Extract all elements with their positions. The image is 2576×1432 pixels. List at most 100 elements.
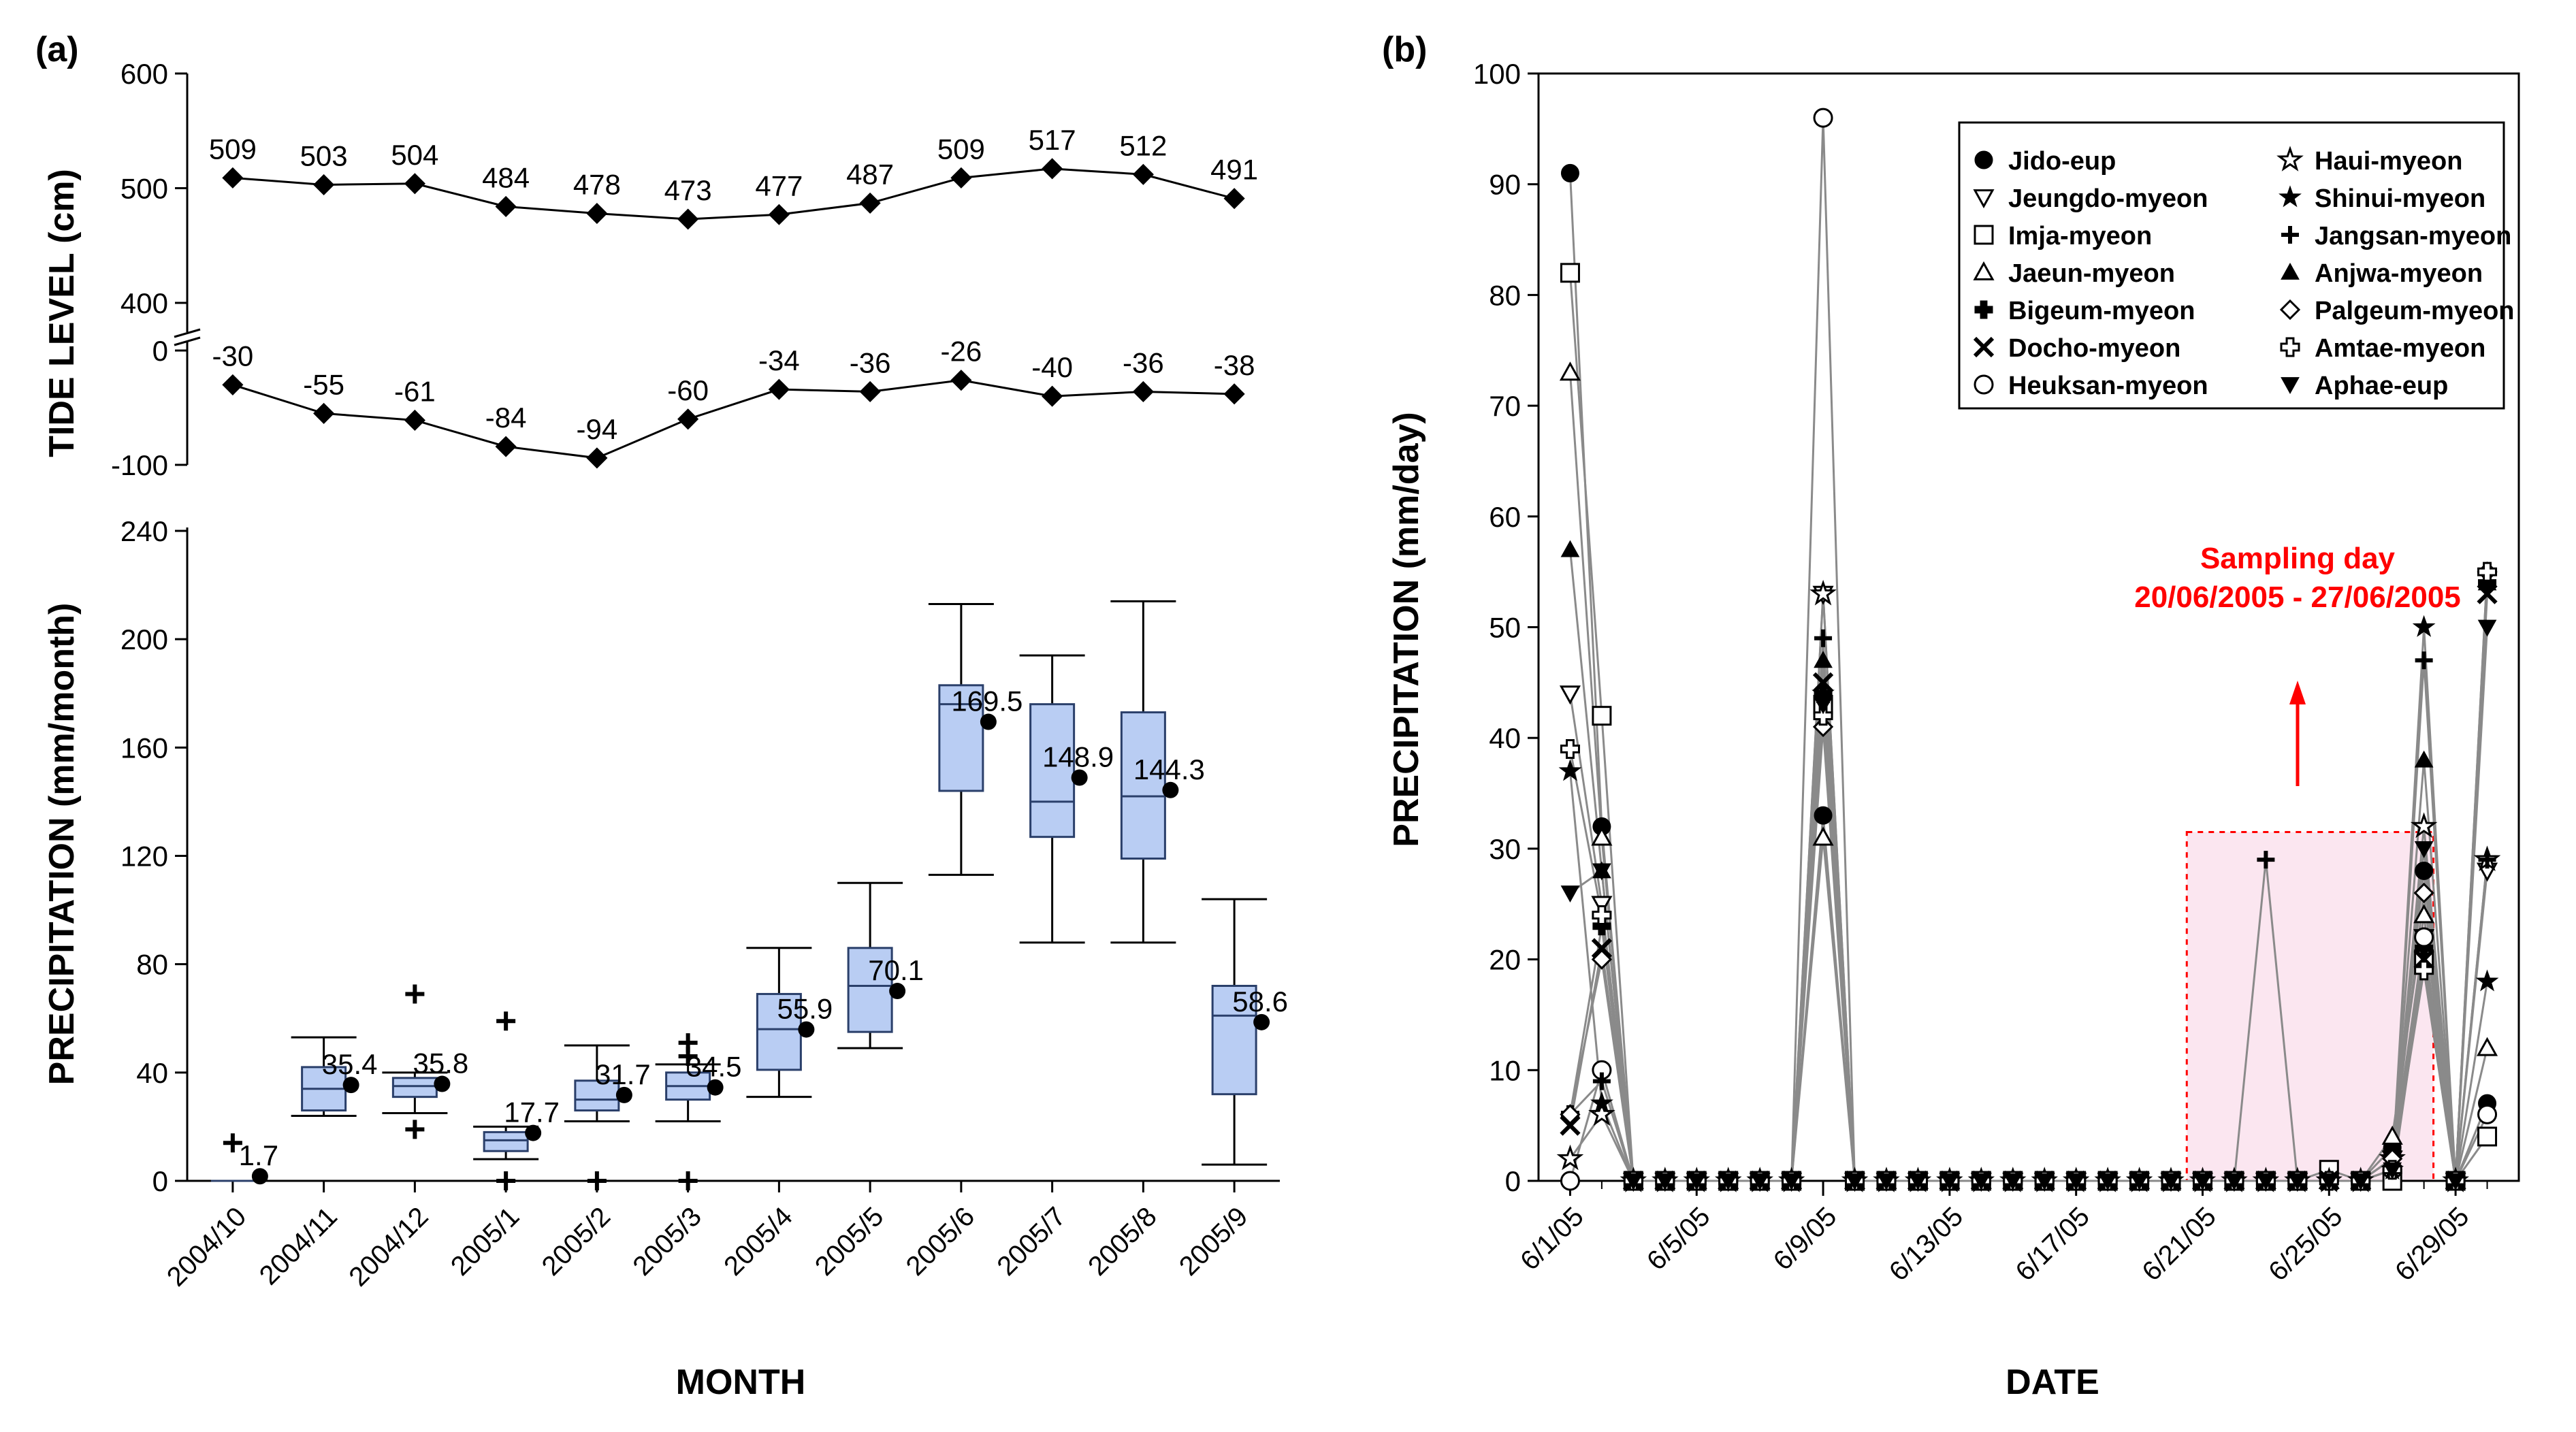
legend-marker [1974, 150, 1993, 169]
precip-tick-label: 120 [120, 841, 168, 873]
tide-tick-label: 0 [152, 335, 168, 367]
box-mean-point [798, 1021, 815, 1038]
series-jido-eup-point [1560, 163, 1579, 182]
box-mean-label: 58.6 [1232, 986, 1288, 1018]
legend-label: Imja-myeon [2008, 222, 2152, 250]
series-jaeun-myeon-point [2381, 1125, 2403, 1145]
series-jaeun-myeon-point [2413, 904, 2435, 924]
series-heuksan-myeon-point [2477, 1104, 2498, 1124]
tide-low-point [222, 374, 244, 395]
sampling-arrow-head [2289, 681, 2306, 704]
series-haui-myeon-point [1809, 579, 1837, 606]
series-haui-myeon-point [1588, 1100, 1615, 1126]
tide-high-value-label: 512 [1119, 129, 1167, 161]
series-jangsan-myeon-point [1592, 1072, 1611, 1090]
series-aphae-eup-point [1814, 697, 1833, 715]
box-mean-point [615, 1086, 632, 1103]
precip-tick-label: 160 [120, 732, 168, 764]
box-mean-point [1253, 1013, 1270, 1030]
tide-high-value-label: 478 [573, 169, 621, 201]
series-haui-myeon-point [1556, 1144, 1584, 1171]
precip-y-axis-label: PRECIPITATION (mm/month) [42, 603, 82, 1086]
box-mean-label: 169.5 [951, 685, 1023, 717]
box-mean-label: 70.1 [868, 954, 924, 986]
series-jangsan-myeon-point [2478, 851, 2496, 869]
tide-low-value-label: -84 [485, 402, 527, 434]
legend-label: Jido-eup [2008, 147, 2116, 176]
tide-low-point [313, 402, 335, 424]
series-aphae-eup-point [2477, 619, 2497, 637]
series-anjwa-myeon-point [1814, 651, 1833, 668]
tide-low-value-label: -40 [1031, 351, 1073, 383]
series-docho-myeon-point [2413, 949, 2434, 970]
box-mean-point [707, 1079, 724, 1096]
series-jangsan-myeon-point [2257, 851, 2275, 869]
series-jangsan-myeon-point [1814, 629, 1833, 647]
tide-high-value-label: 504 [391, 139, 438, 171]
series-jaeun-myeon-point [2476, 1037, 2498, 1056]
tide-high-point [1223, 188, 1245, 210]
precip-tick-label: 200 [120, 623, 168, 655]
precip-tick-label: 40 [136, 1057, 168, 1089]
box-mean-label: 35.8 [413, 1047, 469, 1079]
series-jaeun-myeon-point [1559, 361, 1581, 381]
tide-high-value-label: 503 [300, 140, 348, 172]
series-shinui-myeon-point [2475, 969, 2499, 992]
series-anjwa-myeon-point [1560, 540, 1580, 557]
series-aphae-eup-point [2098, 1173, 2117, 1191]
series-docho-myeon-point [1560, 1115, 1581, 1136]
series-haui-myeon-point [2410, 812, 2438, 839]
box-outlier [678, 1171, 698, 1190]
series-aphae-eup-point [2003, 1173, 2023, 1191]
box-mean-label: 34.5 [686, 1051, 742, 1083]
series-heuksan-myeon-point [2414, 927, 2434, 947]
tide-high-point [313, 174, 335, 196]
tide-tick-label: 600 [120, 58, 168, 90]
legend-marker [2281, 377, 2300, 395]
tide-tick-label: -100 [111, 449, 168, 481]
box-mean-label: 35.4 [322, 1048, 378, 1080]
legend-marker [1974, 374, 1994, 395]
precip-tick-label: 240 [120, 515, 168, 547]
tide-high-point [677, 208, 699, 230]
tide-tick-label: 400 [120, 287, 168, 319]
tide-low-value-label: -26 [941, 336, 982, 368]
tide-low-value-label: -94 [577, 413, 618, 445]
legend-label: Anjwa-myeon [2315, 259, 2483, 288]
series-aphae-eup-point [1940, 1173, 1959, 1191]
series-amtae-myeon-point [2414, 960, 2434, 981]
series-aphae-eup-point [2414, 841, 2434, 858]
series-jaeun-myeon-point [1812, 826, 1834, 846]
axis-break-mark [174, 336, 201, 346]
series-aphae-eup-point [2351, 1173, 2370, 1191]
tide-low-value-label: -60 [667, 374, 709, 406]
series-heuksan-myeon-point [1560, 1171, 1580, 1191]
box-outlier [405, 984, 425, 1004]
legend-marker [1973, 261, 1995, 280]
box-outlier [405, 1120, 425, 1139]
series-aphae-eup-point [1750, 1173, 1770, 1191]
daily-y-tick-label: 50 [1489, 612, 1521, 644]
daily-y-tick-label: 10 [1489, 1054, 1521, 1086]
tide-low-line [232, 379, 1235, 459]
legend-marker [2276, 146, 2304, 172]
tide-high-point [404, 173, 425, 195]
series-aphae-eup-point [1655, 1173, 1675, 1191]
series-heuksan-myeon-point [1813, 108, 1833, 128]
tide-high-point [495, 195, 517, 218]
sampling-period-box [2185, 830, 2435, 1182]
legend-label: Docho-myeon [2008, 334, 2180, 363]
panel-a-label: (a) [35, 30, 79, 69]
tide-low-value-label: -36 [1123, 346, 1164, 378]
box-iqr [756, 992, 802, 1071]
box-mean-point [251, 1168, 268, 1185]
series-amtae-myeon-point [1560, 738, 1580, 759]
tide-high-value-label: 491 [1210, 154, 1258, 186]
legend-label: Aphae-eup [2315, 372, 2448, 400]
axis-break-mark [174, 328, 201, 338]
month-x-axis-label: MONTH [676, 1363, 806, 1402]
daily-y-tick-label: 20 [1489, 944, 1521, 976]
series-jeungdo-myeon-point [1591, 896, 1613, 915]
series-aphae-eup-point [1592, 863, 1611, 881]
